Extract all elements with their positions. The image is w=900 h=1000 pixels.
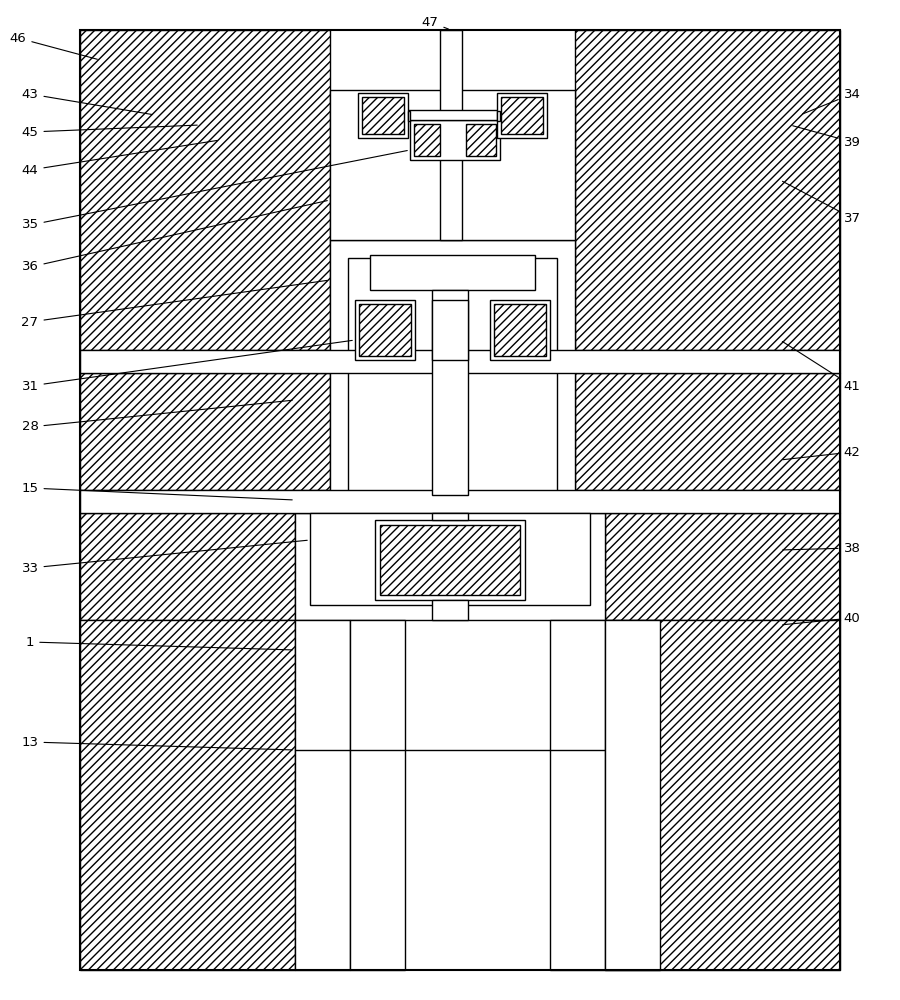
Text: 31: 31	[22, 340, 352, 392]
Text: 38: 38	[783, 542, 860, 554]
Bar	[440, 30, 462, 240]
Bar	[501, 97, 543, 134]
Bar	[375, 520, 525, 600]
Bar	[359, 304, 411, 356]
Bar	[432, 600, 468, 620]
Bar	[330, 240, 575, 513]
Bar	[605, 620, 660, 970]
Text: 1: 1	[26, 636, 292, 650]
Bar	[432, 513, 468, 520]
Bar	[414, 124, 440, 156]
Bar	[295, 513, 605, 620]
Bar	[408, 110, 410, 120]
Text: 33: 33	[22, 540, 307, 574]
Text: 45: 45	[22, 125, 197, 138]
Bar	[605, 513, 840, 620]
Text: 15: 15	[22, 482, 292, 500]
Bar	[466, 124, 496, 156]
Text: 42: 42	[783, 446, 860, 460]
Text: 27: 27	[22, 280, 328, 328]
Bar	[497, 110, 500, 120]
Bar	[330, 90, 575, 240]
Bar	[432, 290, 468, 495]
Text: 43: 43	[22, 88, 152, 115]
Text: 39: 39	[793, 126, 860, 148]
Bar	[390, 110, 520, 120]
Bar	[310, 513, 590, 605]
Bar	[80, 620, 295, 970]
Bar	[605, 620, 840, 970]
Text: 46: 46	[10, 31, 97, 59]
Text: 47: 47	[421, 15, 448, 29]
Bar	[80, 30, 330, 350]
Text: 35: 35	[22, 151, 408, 232]
Bar	[80, 513, 295, 620]
Text: 40: 40	[783, 611, 860, 625]
Bar	[550, 620, 605, 970]
Bar	[80, 373, 330, 490]
Text: 41: 41	[782, 341, 860, 392]
Bar	[370, 255, 535, 290]
Bar	[362, 97, 404, 134]
Text: 44: 44	[22, 140, 217, 176]
Text: 37: 37	[782, 181, 860, 225]
Bar	[295, 620, 350, 970]
Bar	[350, 620, 405, 970]
Bar	[494, 304, 546, 356]
Bar	[80, 30, 840, 970]
Bar	[355, 300, 415, 360]
Text: 28: 28	[22, 400, 292, 434]
Bar	[490, 300, 550, 360]
Bar	[575, 373, 840, 490]
Bar	[410, 120, 500, 160]
Bar	[497, 93, 547, 138]
Bar	[575, 30, 840, 350]
Bar	[348, 258, 557, 495]
Bar	[380, 525, 520, 595]
Text: 36: 36	[22, 201, 328, 273]
Text: 34: 34	[803, 88, 860, 114]
Bar	[358, 93, 408, 138]
Text: 13: 13	[22, 736, 292, 750]
Bar	[432, 300, 468, 360]
Bar	[80, 490, 840, 513]
Bar	[80, 350, 840, 373]
